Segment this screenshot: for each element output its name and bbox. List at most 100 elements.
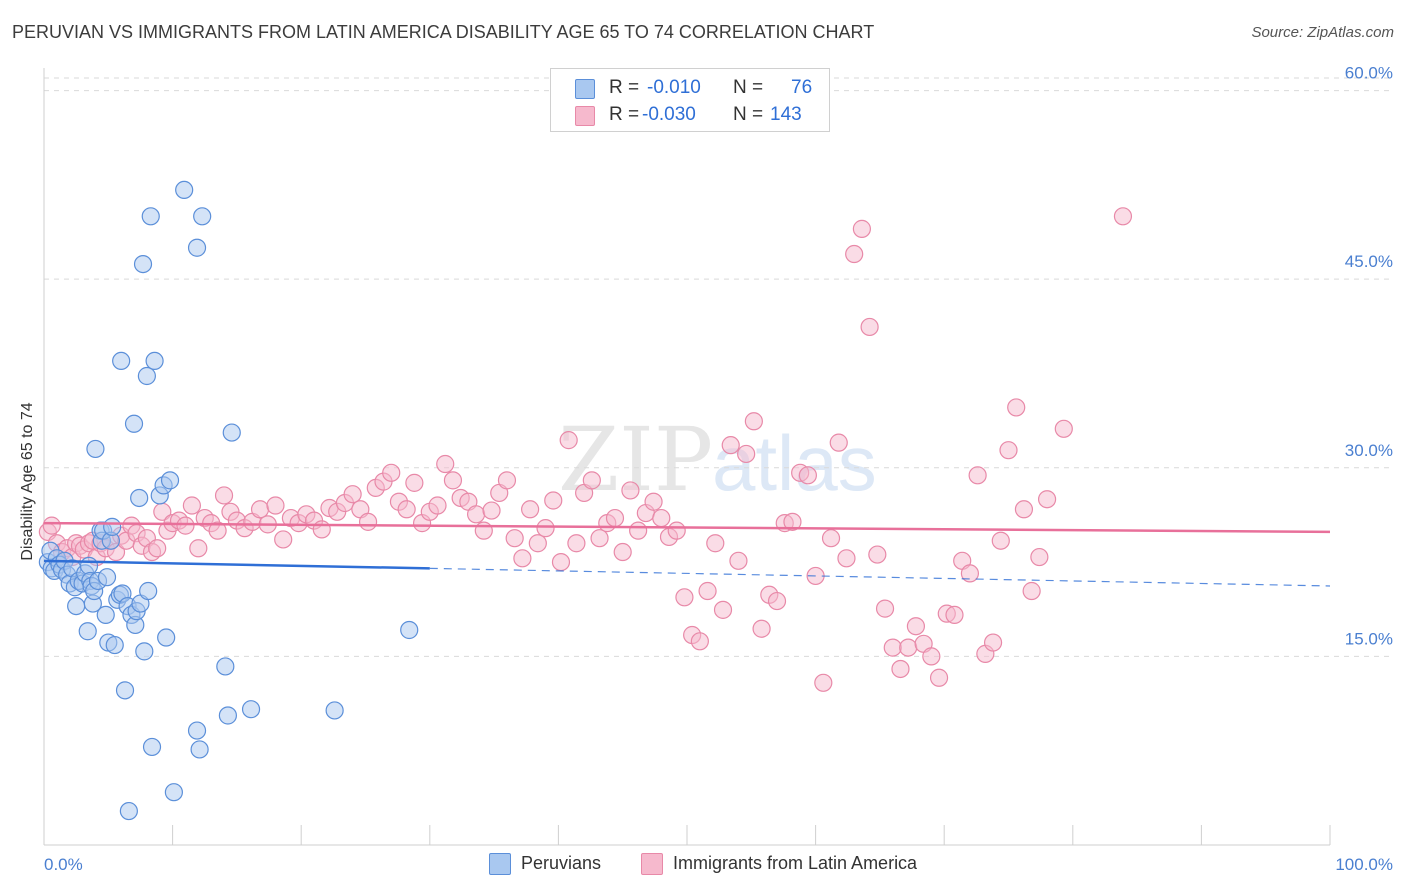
point-peruvians (145, 351, 164, 371)
point-peruvians (137, 366, 156, 386)
point-peruvians (79, 556, 99, 575)
point-peruvians (216, 657, 235, 676)
chart-title: PERUVIAN VS IMMIGRANTS FROM LATIN AMERIC… (12, 22, 875, 42)
point-immigrants (621, 481, 640, 500)
point-immigrants (148, 539, 167, 558)
legend-r-value: -0.010 (647, 77, 701, 98)
x-tick-label: 0.0% (44, 855, 83, 874)
legend-r-label: R = (609, 104, 640, 125)
point-peruvians (139, 581, 158, 601)
point-immigrants (208, 521, 227, 540)
point-peruvians (190, 740, 209, 759)
point-immigrants (968, 466, 987, 485)
point-immigrants (428, 496, 447, 515)
point-peruvians (142, 737, 162, 757)
point-peruvians (193, 207, 212, 226)
point-peruvians (175, 180, 194, 200)
point-immigrants (613, 542, 632, 562)
trend-lines (43, 521, 1331, 587)
point-immigrants (690, 632, 709, 651)
point-peruvians (78, 622, 97, 641)
legend-n-value: 143 (770, 104, 802, 125)
point-immigrants (436, 454, 455, 474)
point-immigrants (1037, 490, 1057, 509)
y-tick-label: 60.0% (1345, 64, 1393, 83)
point-immigrants (814, 673, 833, 692)
point-immigrants (706, 534, 725, 553)
point-peruvians (187, 721, 207, 740)
legend-r-value: -0.030 (642, 104, 696, 125)
legend-row-immigrants: R = -0.030 N = 143 (551, 102, 829, 128)
trend-line-peruvians-extension (429, 567, 1331, 587)
point-immigrants (945, 605, 964, 625)
y-tick-label: 15.0% (1345, 629, 1393, 648)
legend-n-label: N = (733, 77, 764, 98)
legend-swatch-pink (641, 853, 663, 875)
source-note: Source: ZipAtlas.com (1251, 24, 1394, 41)
point-peruvians (325, 701, 344, 720)
point-immigrants (521, 500, 540, 519)
point-immigrants (845, 244, 864, 264)
point-immigrants (528, 534, 547, 553)
point-immigrants (176, 516, 195, 535)
point-immigrants (466, 505, 486, 524)
point-immigrants (999, 441, 1018, 460)
point-peruvians (119, 801, 138, 821)
point-immigrants (652, 508, 671, 528)
point-immigrants (1022, 581, 1041, 601)
point-immigrants (899, 638, 918, 657)
point-peruvians (115, 681, 135, 700)
point-peruvians (160, 471, 180, 490)
point-immigrants (744, 412, 763, 431)
point-immigrants (629, 521, 648, 540)
point-immigrants (837, 549, 856, 568)
point-immigrants (783, 512, 802, 531)
point-immigrants (929, 668, 949, 687)
point-peruvians (400, 620, 419, 640)
point-peruvians (96, 605, 115, 625)
axes (43, 68, 1331, 846)
point-immigrants (590, 529, 609, 548)
point-immigrants (875, 599, 895, 618)
point-immigrants (713, 600, 733, 619)
point-immigrants (266, 496, 285, 515)
point-immigrants (906, 617, 926, 636)
point-immigrants (482, 501, 501, 520)
legend-n-value: 76 (791, 77, 813, 98)
point-immigrants (737, 444, 756, 464)
legend-label-immigrants: Immigrants from Latin America (673, 853, 918, 873)
point-immigrants (497, 471, 517, 490)
point-immigrants (644, 492, 663, 511)
point-immigrants (567, 534, 586, 553)
point-immigrants (1054, 419, 1073, 438)
point-immigrants (405, 473, 424, 492)
point-peruvians (105, 635, 124, 655)
point-immigrants (250, 500, 270, 519)
point-immigrants (505, 529, 524, 548)
point-immigrants (798, 466, 817, 485)
point-immigrants (721, 436, 740, 455)
y-tick-label: 30.0% (1345, 441, 1393, 460)
point-immigrants (752, 619, 771, 638)
legend-label-peruvians: Peruvians (521, 853, 602, 873)
point-immigrants (382, 463, 401, 482)
point-immigrants (960, 564, 980, 583)
point-immigrants (860, 317, 879, 337)
point-immigrants (544, 491, 563, 510)
point-immigrants (42, 516, 61, 535)
point-immigrants (343, 485, 362, 504)
axis-labels: 15.0% 30.0% 45.0% 60.0% 0.0% 100.0% Disability… (19, 64, 1393, 874)
point-immigrants (1030, 547, 1049, 567)
watermark: ZIP atlas (558, 408, 877, 511)
point-immigrants (868, 545, 887, 564)
point-peruvians (241, 700, 261, 719)
legend-row-peruvians: R = -0.010 N = 76 (551, 75, 829, 101)
point-peruvians (222, 423, 241, 442)
point-peruvians (157, 628, 176, 647)
point-peruvians (187, 238, 207, 257)
point-immigrants (729, 551, 748, 570)
series-immigrants-points (38, 207, 1133, 692)
point-immigrants (1113, 207, 1133, 226)
point-immigrants (274, 530, 293, 549)
